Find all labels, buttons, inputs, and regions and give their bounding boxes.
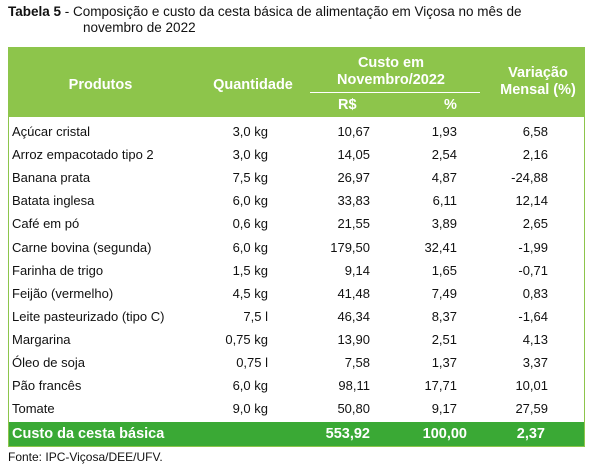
variation-cell: -1,64: [518, 308, 548, 324]
cost-rs-cell: 41,48: [337, 285, 370, 301]
quantity-cell: 7,5 kg: [232, 170, 268, 186]
cost-rs-cell: 179,50: [330, 239, 370, 255]
cost-pct-cell: 1,65: [431, 262, 457, 278]
cost-rs-cell: 21,55: [337, 216, 370, 232]
variation-cell: 27,59: [515, 401, 548, 417]
cost-pct-cell: 9,17: [431, 401, 457, 417]
cost-pct-cell: 2,54: [431, 147, 457, 163]
quantity-cell: 0,75 l: [236, 355, 268, 370]
header-rule: [310, 92, 480, 93]
product-cell: Óleo de soja: [12, 355, 85, 370]
quantity-cell: 6,0 kg: [232, 239, 268, 255]
total-variation: 2,37: [516, 426, 545, 442]
total-pct: 100,00: [422, 426, 467, 442]
quantity-cell: 6,0 kg: [232, 193, 268, 209]
quantity-cell: 1,5 kg: [232, 262, 268, 278]
quantity-cell: 0,6 kg: [232, 216, 268, 232]
table-row: Carne bovina (segunda) 6,0 kg 179,50 32,41 -…: [8, 236, 585, 259]
total-label: Custo da cesta básica: [12, 426, 165, 442]
variation-cell: 2,16: [522, 147, 548, 163]
cost-pct-cell: 3,89: [431, 216, 457, 232]
cost-pct-cell: 32,41: [424, 239, 457, 255]
cost-pct-cell: 8,37: [431, 308, 457, 324]
table-row: Café em pó 0,6 kg 21,55 3,89 2,65: [8, 212, 585, 235]
quantity-cell: 4,5 kg: [232, 285, 268, 301]
cost-pct-cell: 6,11: [432, 193, 457, 209]
cost-rs-cell: 13,90: [337, 331, 370, 347]
product-cell: Pão francês: [12, 378, 82, 394]
source: Fonte: IPC-Viçosa/DEE/UFV.: [8, 450, 163, 464]
cost-rs-cell: 26,97: [337, 170, 370, 186]
variation-cell: 0,83: [522, 285, 548, 301]
table-row: Leite pasteurizado (tipo C) 7,5 l 46,34 8,3…: [8, 305, 585, 328]
table-row: Açúcar cristal 3,0 kg 10,67 1,93 6,58: [8, 120, 585, 143]
cost-pct-cell: 1,37: [431, 355, 457, 370]
cost-rs-cell: 9,14: [344, 262, 370, 278]
table-row: Tomate 9,0 kg 50,80 9,17 27,59: [8, 397, 585, 420]
cost-pct-cell: 1,93: [431, 124, 457, 139]
quantity-cell: 0,75 kg: [225, 331, 268, 347]
product-cell: Arroz empacotado tipo 2: [12, 147, 154, 163]
variation-cell: -1,99: [518, 239, 548, 255]
cost-pct-cell: 4,87: [431, 170, 457, 186]
table-row: Farinha de trigo 1,5 kg 9,14 1,65 -0,71: [8, 259, 585, 282]
variation-cell: -24,88: [511, 170, 548, 186]
table-row: Pão francês 6,0 kg 98,11 17,71 10,01: [8, 374, 585, 397]
cost-rs-cell: 14,05: [337, 147, 370, 163]
variation-cell: 12,14: [515, 193, 548, 209]
product-cell: Leite pasteurizado (tipo C): [12, 308, 165, 324]
table-row: Feijão (vermelho) 4,5 kg 41,48 7,49 0,83: [8, 282, 585, 305]
cost-rs-cell: 98,11: [338, 378, 370, 394]
product-cell: Carne bovina (segunda): [12, 239, 152, 255]
caption-label: Tabela 5: [8, 4, 62, 19]
header-cost: Custo em Novembro/2022: [337, 55, 445, 88]
cost-rs-cell: 7,58: [344, 355, 370, 370]
total-rs: 553,92: [325, 426, 370, 442]
variation-cell: 3,37: [522, 355, 548, 370]
variation-cell: 2,65: [522, 216, 548, 232]
total-row: Custo da cesta básica 553,92 100,00 2,37: [8, 422, 585, 447]
cost-pct-cell: 7,49: [431, 285, 457, 301]
variation-cell: 10,01: [515, 378, 548, 394]
product-cell: Açúcar cristal: [12, 124, 91, 139]
table-row: Óleo de soja 0,75 l 7,58 1,37 3,37: [8, 351, 585, 374]
header-variation: Variação Mensal (%): [500, 65, 576, 98]
cost-pct-cell: 17,71: [424, 378, 457, 394]
product-cell: Feijão (vermelho): [12, 285, 114, 301]
product-cell: Farinha de trigo: [12, 262, 104, 278]
table-row: Margarina 0,75 kg 13,90 2,51 4,13: [8, 328, 585, 351]
product-cell: Banana prata: [12, 170, 91, 186]
product-cell: Batata inglesa: [12, 193, 95, 209]
quantity-cell: 7,5 l: [243, 308, 268, 324]
table-row: Banana prata 7,5 kg 26,97 4,87 -24,88: [8, 166, 585, 189]
table-row: Arroz empacotado tipo 2 3,0 kg 14,05 2,54 2,…: [8, 143, 585, 166]
header-quantity: Quantidade: [213, 77, 293, 93]
caption-text: - Composição e custo da cesta básica de …: [64, 4, 522, 35]
variation-cell: -0,71: [518, 262, 548, 278]
cost-rs-cell: 46,34: [337, 308, 370, 324]
quantity-cell: 9,0 kg: [232, 401, 268, 417]
quantity-cell: 6,0 kg: [232, 378, 268, 394]
header-cost-rs: R$: [338, 97, 357, 113]
product-cell: Café em pó: [12, 216, 80, 232]
caption: Tabela 5 - Composição e custo da cesta b…: [8, 4, 580, 36]
header-product: Produtos: [68, 77, 133, 93]
table-frame: [8, 47, 585, 447]
table-row: Batata inglesa 6,0 kg 33,83 6,11 12,14: [8, 189, 585, 212]
product-cell: Margarina: [12, 331, 71, 347]
cost-rs-cell: 10,67: [337, 124, 370, 139]
cost-rs-cell: 33,83: [337, 193, 370, 209]
variation-cell: 4,13: [522, 331, 548, 347]
product-cell: Tomate: [12, 401, 55, 417]
quantity-cell: 3,0 kg: [232, 124, 268, 139]
cost-pct-cell: 2,51: [431, 331, 457, 347]
cost-rs-cell: 50,80: [337, 401, 370, 417]
header-cost-pct: %: [444, 97, 457, 113]
quantity-cell: 3,0 kg: [232, 147, 268, 163]
table-header: Produtos Quantidade Custo em Novembro/20…: [8, 47, 585, 117]
variation-cell: 6,58: [522, 124, 548, 139]
